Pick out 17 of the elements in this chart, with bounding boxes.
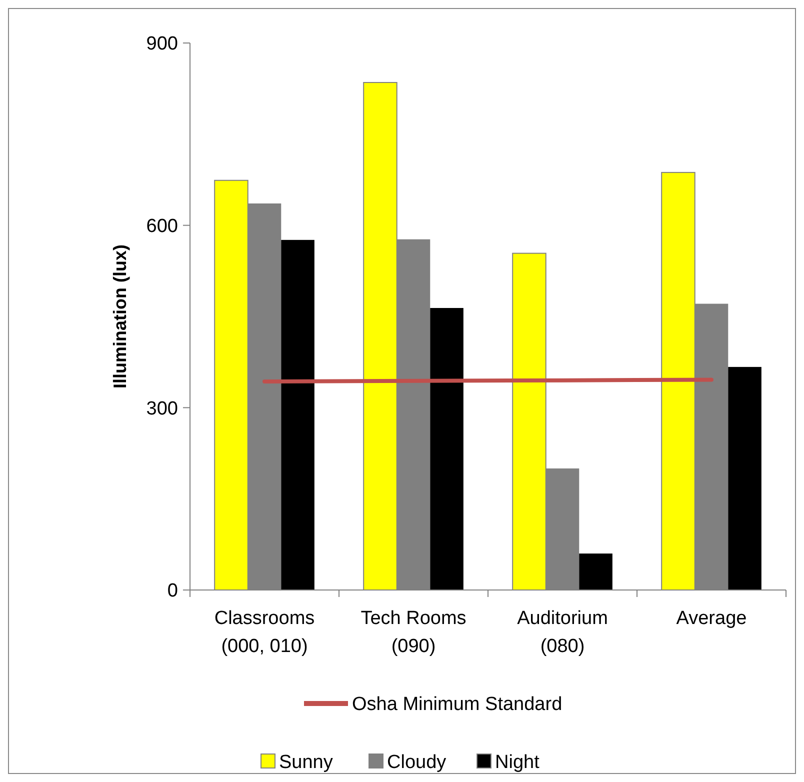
y-tick-label: 600 xyxy=(146,216,178,237)
x-tick-label: Classrooms (000, 010) xyxy=(214,608,315,657)
y-tick-label: 300 xyxy=(146,398,178,420)
x-tick-label: Average xyxy=(676,608,747,629)
x-tick-label: Auditorium (080) xyxy=(517,608,608,657)
bar xyxy=(430,308,464,590)
bar xyxy=(728,366,762,590)
bar xyxy=(281,240,314,590)
y-axis-title: Illumination (lux) xyxy=(110,244,130,388)
y-tick-label: 900 xyxy=(146,34,178,55)
y-tick-label: 0 xyxy=(167,580,178,602)
legend-label: Night xyxy=(495,752,540,773)
bar xyxy=(579,554,612,590)
legend-label: Cloudy xyxy=(387,752,447,773)
x-tick-label: Tech Rooms (090) xyxy=(360,608,466,657)
legend-label: Osha Minimum Standard xyxy=(352,694,562,715)
legend-label: Sunny xyxy=(279,752,334,773)
